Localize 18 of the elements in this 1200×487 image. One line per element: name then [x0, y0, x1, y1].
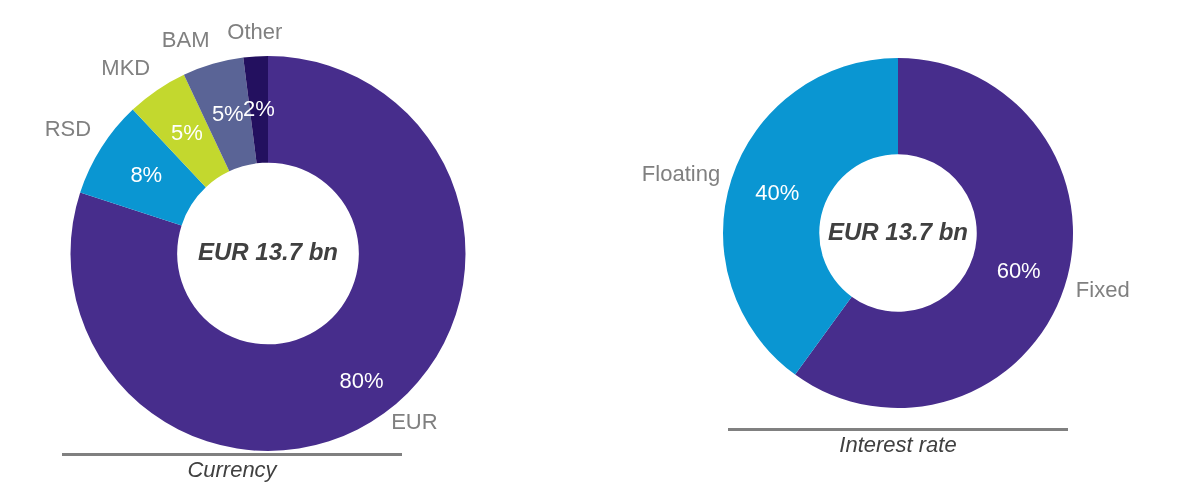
- slice-label: EUR: [391, 409, 438, 435]
- text: EUR 13.7 bn: [827, 217, 969, 245]
- slice-label: Other: [227, 19, 283, 45]
- slice-label: Fixed: [1075, 276, 1130, 302]
- text: EUR 13.7 bn: [197, 238, 339, 266]
- data-label: 5%: [171, 120, 203, 146]
- data-label: 60%: [996, 258, 1041, 284]
- data-label: 8%: [130, 162, 163, 188]
- slice-label: Floating: [641, 161, 721, 187]
- slice-label: MKD: [101, 55, 151, 81]
- text: Currency: [186, 456, 279, 484]
- data-label: 80%: [339, 368, 384, 394]
- slice-label: RSD: [44, 116, 92, 142]
- text: Interest rate: [838, 431, 958, 459]
- slice-label: BAM: [161, 27, 210, 53]
- data-label: 2%: [243, 95, 275, 121]
- data-label: 40%: [755, 179, 800, 205]
- data-label: 5%: [211, 101, 244, 127]
